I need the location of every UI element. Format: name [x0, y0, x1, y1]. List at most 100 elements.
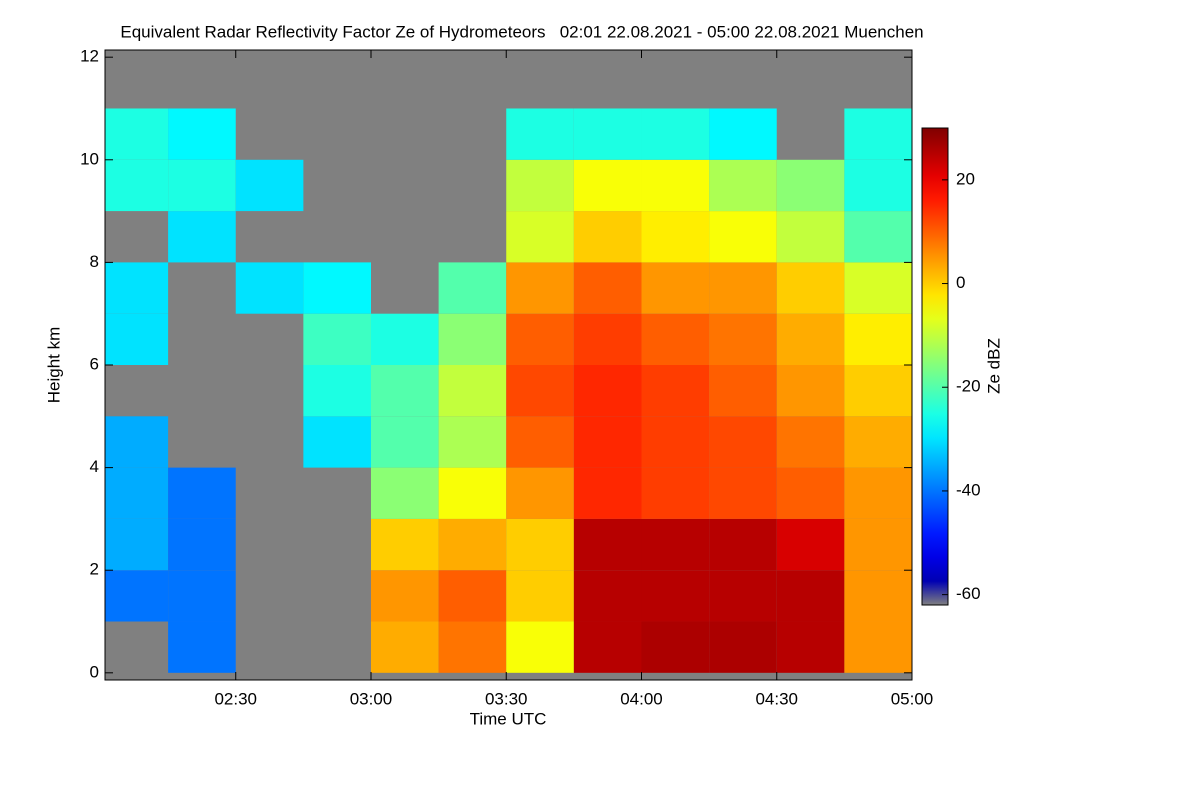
cell	[641, 416, 710, 468]
cell	[438, 416, 507, 468]
cell	[438, 518, 507, 571]
cell	[438, 313, 507, 365]
cell	[776, 159, 845, 212]
cell	[776, 313, 845, 365]
cell	[303, 416, 371, 468]
cell	[641, 518, 710, 571]
cell	[573, 570, 642, 622]
cell	[573, 262, 642, 314]
cell	[709, 211, 777, 263]
cell	[573, 313, 642, 365]
cell	[370, 467, 439, 519]
cell	[105, 570, 169, 622]
y-tick-label: 2	[90, 560, 99, 579]
cell	[776, 211, 845, 263]
colorbar-tick-label: 0	[956, 273, 965, 292]
cell	[573, 416, 642, 468]
cell	[709, 570, 777, 622]
cell	[641, 108, 710, 160]
cell	[105, 518, 169, 571]
cell	[506, 416, 574, 468]
cell	[709, 621, 777, 673]
cell	[506, 262, 574, 314]
cell	[844, 159, 912, 212]
cell	[168, 570, 236, 622]
cell	[168, 518, 236, 571]
y-tick-label: 4	[90, 457, 99, 476]
cell	[506, 518, 574, 571]
cell	[573, 211, 642, 263]
cell	[573, 467, 642, 519]
cell	[573, 621, 642, 673]
cell	[709, 108, 777, 160]
cell	[844, 365, 912, 417]
colorbar-tick-label: -60	[956, 584, 981, 603]
cell	[303, 313, 371, 365]
x-tick-label: 02:30	[214, 689, 257, 708]
cell	[506, 570, 574, 622]
cell	[709, 416, 777, 468]
cell	[105, 262, 169, 314]
cell	[370, 313, 439, 365]
cell	[370, 621, 439, 673]
cell	[573, 159, 642, 212]
cell	[709, 159, 777, 212]
cell	[573, 365, 642, 417]
cell	[641, 570, 710, 622]
cell	[776, 262, 845, 314]
cell	[303, 365, 371, 417]
cell	[168, 621, 236, 673]
cell	[641, 313, 710, 365]
cell	[776, 365, 845, 417]
cell	[105, 313, 169, 365]
x-tick-label: 03:00	[350, 689, 393, 708]
cell	[844, 416, 912, 468]
cell	[506, 211, 574, 263]
cell	[776, 416, 845, 468]
cell	[844, 570, 912, 622]
x-axis-label: Time UTC	[470, 709, 547, 728]
cell	[844, 467, 912, 519]
colorbar-tick-label: -40	[956, 480, 981, 499]
y-tick-label: 12	[80, 47, 99, 66]
cell	[235, 262, 304, 314]
cell	[709, 262, 777, 314]
cell	[168, 211, 236, 263]
colorbar	[921, 127, 949, 606]
cell	[844, 518, 912, 571]
colorbar-tick-label: -20	[956, 377, 981, 396]
cell	[641, 365, 710, 417]
y-tick-label: 0	[90, 662, 99, 681]
cell	[573, 108, 642, 160]
heatmap	[105, 50, 912, 680]
cell	[844, 313, 912, 365]
cell	[641, 467, 710, 519]
cell	[105, 416, 169, 468]
cell	[573, 518, 642, 571]
x-tick-label: 05:00	[891, 689, 934, 708]
cell	[168, 159, 236, 212]
colorbar-label: Ze dBZ	[984, 338, 1003, 394]
cell	[370, 365, 439, 417]
x-tick-label: 04:00	[620, 689, 663, 708]
cell	[235, 159, 304, 212]
cell	[776, 621, 845, 673]
cell	[709, 518, 777, 571]
y-tick-label: 8	[90, 252, 99, 271]
cell	[709, 365, 777, 417]
cell	[438, 570, 507, 622]
y-tick-label: 10	[80, 149, 99, 168]
cell	[641, 621, 710, 673]
cell	[438, 467, 507, 519]
cell	[438, 262, 507, 314]
cell	[641, 211, 710, 263]
cell	[370, 570, 439, 622]
cell	[506, 159, 574, 212]
cell	[303, 262, 371, 314]
y-axis-label: Height km	[44, 327, 63, 404]
chart-title: Equivalent Radar Reflectivity Factor Ze …	[120, 22, 923, 41]
cell	[105, 108, 169, 160]
cell	[105, 159, 169, 212]
x-tick-label: 04:30	[755, 689, 798, 708]
